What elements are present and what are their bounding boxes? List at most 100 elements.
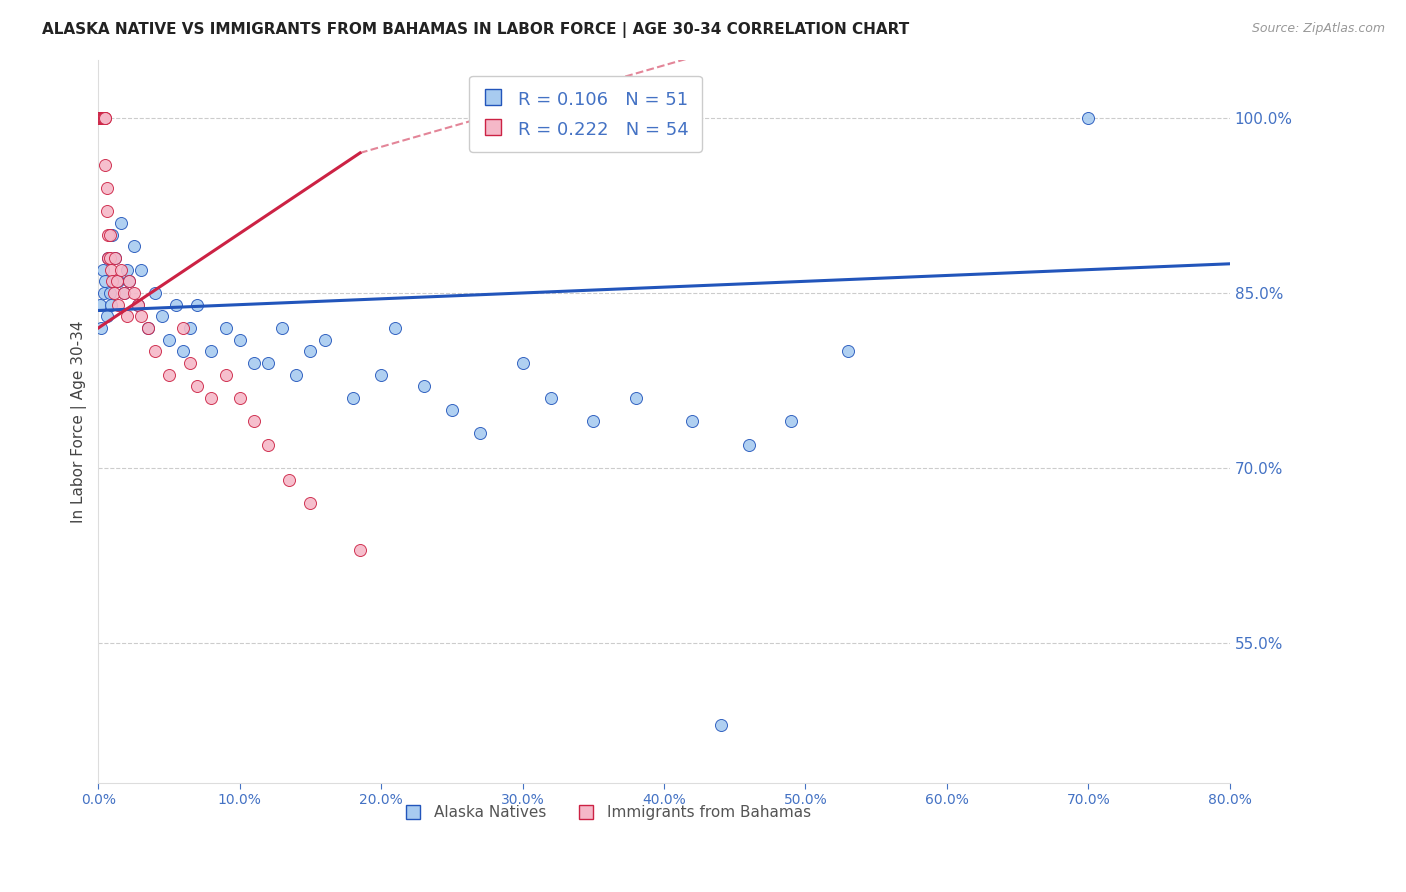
- Point: [136, 321, 159, 335]
- Point: [112, 285, 135, 300]
- Point: [104, 251, 127, 265]
- Point: [94, 274, 117, 288]
- Point: [89, 111, 111, 125]
- Point: [89, 111, 111, 125]
- Point: [97, 251, 120, 265]
- Point: [90, 111, 112, 125]
- Y-axis label: In Labor Force | Age 30-34: In Labor Force | Age 30-34: [72, 320, 87, 523]
- Point: [127, 298, 149, 312]
- Point: [214, 321, 236, 335]
- Point: [101, 274, 124, 288]
- Point: [179, 356, 201, 370]
- Point: [299, 496, 322, 510]
- Point: [342, 391, 364, 405]
- Legend: Alaska Natives, Immigrants from Bahamas: Alaska Natives, Immigrants from Bahamas: [398, 799, 818, 826]
- Point: [186, 298, 208, 312]
- Point: [150, 310, 173, 324]
- Point: [837, 344, 859, 359]
- Point: [129, 310, 152, 324]
- Point: [384, 321, 406, 335]
- Point: [229, 391, 252, 405]
- Point: [104, 251, 127, 265]
- Point: [105, 274, 128, 288]
- Point: [91, 262, 114, 277]
- Point: [89, 111, 111, 125]
- Point: [101, 227, 124, 242]
- Point: [96, 310, 118, 324]
- Point: [91, 111, 114, 125]
- Point: [90, 111, 112, 125]
- Point: [89, 111, 111, 125]
- Point: [97, 251, 120, 265]
- Point: [96, 204, 118, 219]
- Point: [122, 239, 145, 253]
- Point: [100, 298, 122, 312]
- Point: [278, 473, 301, 487]
- Point: [271, 321, 294, 335]
- Point: [91, 111, 114, 125]
- Text: Source: ZipAtlas.com: Source: ZipAtlas.com: [1251, 22, 1385, 36]
- Point: [349, 542, 371, 557]
- Point: [285, 368, 308, 382]
- Point: [90, 111, 112, 125]
- Point: [94, 158, 117, 172]
- Point: [229, 333, 252, 347]
- Point: [100, 262, 122, 277]
- Point: [738, 437, 761, 451]
- Point: [98, 285, 121, 300]
- Point: [91, 111, 114, 125]
- Point: [186, 379, 208, 393]
- Point: [1077, 111, 1099, 125]
- Point: [115, 262, 138, 277]
- Point: [122, 285, 145, 300]
- Point: [412, 379, 434, 393]
- Point: [165, 298, 187, 312]
- Point: [127, 298, 149, 312]
- Point: [112, 285, 135, 300]
- Point: [103, 285, 125, 300]
- Point: [470, 425, 492, 440]
- Point: [157, 368, 180, 382]
- Point: [94, 111, 117, 125]
- Point: [90, 321, 112, 335]
- Point: [89, 298, 111, 312]
- Point: [93, 285, 115, 300]
- Point: [143, 285, 166, 300]
- Point: [93, 111, 115, 125]
- Point: [214, 368, 236, 382]
- Point: [97, 227, 120, 242]
- Point: [512, 356, 534, 370]
- Point: [780, 414, 803, 428]
- Point: [200, 391, 222, 405]
- Point: [118, 274, 141, 288]
- Point: [157, 333, 180, 347]
- Point: [257, 356, 280, 370]
- Point: [94, 111, 117, 125]
- Point: [110, 262, 132, 277]
- Point: [93, 111, 115, 125]
- Point: [243, 414, 266, 428]
- Point: [681, 414, 703, 428]
- Point: [172, 321, 194, 335]
- Point: [93, 111, 115, 125]
- Point: [582, 414, 605, 428]
- Point: [143, 344, 166, 359]
- Point: [314, 333, 336, 347]
- Point: [710, 717, 733, 731]
- Point: [129, 262, 152, 277]
- Point: [98, 251, 121, 265]
- Point: [90, 111, 112, 125]
- Point: [98, 227, 121, 242]
- Point: [118, 274, 141, 288]
- Point: [115, 310, 138, 324]
- Point: [179, 321, 201, 335]
- Point: [540, 391, 562, 405]
- Point: [107, 298, 129, 312]
- Point: [136, 321, 159, 335]
- Point: [200, 344, 222, 359]
- Point: [257, 437, 280, 451]
- Point: [91, 111, 114, 125]
- Point: [440, 402, 463, 417]
- Point: [91, 111, 114, 125]
- Point: [243, 356, 266, 370]
